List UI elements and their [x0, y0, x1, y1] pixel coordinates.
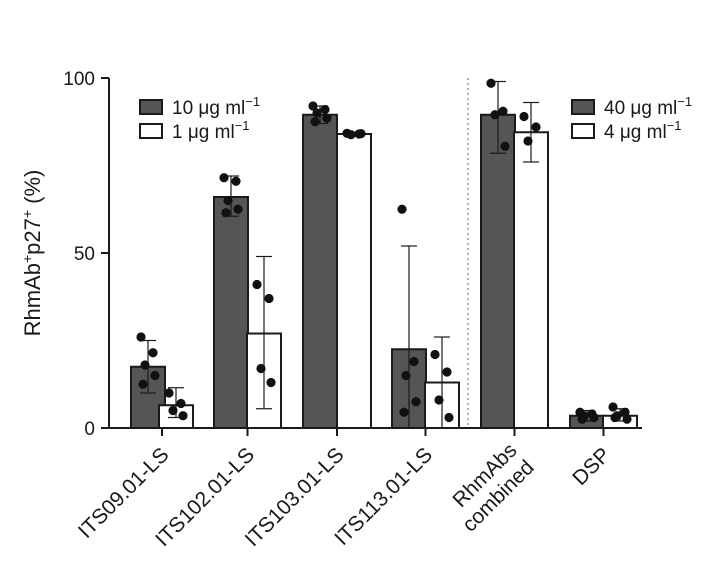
y-label-part: RhmAb: [20, 263, 45, 336]
y-tick-label: 100: [63, 69, 95, 90]
bar: [302, 113, 338, 429]
data-point: [620, 407, 630, 417]
data-point: [589, 412, 599, 423]
y-axis: 0 50 100: [63, 69, 110, 440]
data-point: [223, 195, 233, 206]
legend-label: 1 μg ml−1: [172, 118, 250, 143]
legend-swatch: [139, 99, 163, 115]
x-tick-label: DSP: [568, 443, 615, 490]
x-tick-label: RhmAbscombined: [441, 439, 539, 537]
bar: [513, 131, 549, 429]
legend-label-text: 1 μg ml: [172, 122, 235, 143]
data-point: [486, 78, 496, 88]
legend-label-text: 4 μg ml: [604, 122, 667, 143]
data-point: [308, 101, 318, 111]
data-point: [610, 412, 620, 423]
data-point: [399, 407, 409, 417]
data-point: [322, 113, 332, 123]
data-point: [148, 348, 158, 358]
data-point: [622, 414, 632, 424]
data-point: [256, 363, 266, 374]
y-label-part: (%): [20, 170, 45, 210]
data-point: [444, 412, 454, 423]
data-point: [150, 370, 160, 381]
data-point: [356, 129, 366, 139]
data-point: [519, 111, 529, 122]
x-axis: ITS09.01-LSITS102.01-LSITS103.01-LSITS11…: [74, 427, 642, 551]
bars-layer: [130, 78, 638, 429]
data-point: [608, 402, 618, 412]
bar: [480, 113, 516, 429]
data-point: [490, 110, 500, 120]
data-point: [312, 108, 322, 118]
data-point: [176, 398, 186, 409]
data-point: [523, 136, 533, 146]
legend-label: 4 μg ml−1: [604, 118, 682, 143]
data-point: [401, 370, 411, 381]
data-point: [266, 377, 276, 388]
data-point: [233, 204, 243, 214]
legend-swatch: [139, 123, 163, 139]
y-axis-label: RhmAb+p27+ (%): [19, 170, 45, 337]
data-point: [221, 208, 231, 218]
data-point: [498, 106, 508, 116]
y-tick-label: 0: [84, 419, 95, 440]
legend-label-superscript: −1: [235, 118, 250, 133]
data-point: [264, 293, 274, 304]
data-point: [434, 395, 444, 405]
data-point: [430, 349, 440, 360]
data-point: [310, 117, 320, 127]
data-point: [442, 367, 452, 377]
data-point: [178, 411, 188, 421]
legend-label: 10 μg ml−1: [172, 94, 260, 119]
data-point: [136, 332, 146, 342]
data-point: [577, 414, 587, 424]
data-point: [531, 122, 541, 132]
legend-swatch: [571, 123, 595, 139]
data-point: [320, 104, 330, 115]
data-point: [397, 204, 407, 214]
data-point: [231, 176, 241, 186]
y-tick-label: 50: [74, 244, 95, 265]
legend-label-text: 40 μg ml: [604, 98, 677, 119]
x-tick-label-line: DSP: [568, 443, 615, 490]
y-label-superscript: +: [19, 255, 35, 263]
data-point: [252, 279, 262, 290]
legend-label-superscript: −1: [677, 94, 692, 109]
bar: [336, 133, 372, 429]
data-point: [168, 405, 178, 416]
legend-label: 40 μg ml−1: [604, 94, 692, 119]
legends-layer: 10 μg ml−11 μg ml−140 μg ml−14 μg ml−1: [139, 94, 692, 143]
data-point: [140, 360, 150, 370]
bar: [213, 196, 249, 429]
legend-label-text: 10 μg ml: [172, 98, 245, 119]
y-label-superscript: +: [19, 210, 35, 218]
data-point: [409, 356, 419, 367]
data-point: [500, 141, 510, 151]
data-point: [138, 379, 148, 389]
legend-swatch: [571, 99, 595, 115]
data-point: [219, 173, 229, 183]
legend-label-superscript: −1: [667, 118, 682, 133]
data-point: [411, 397, 421, 407]
data-point: [164, 388, 174, 398]
data-point: [346, 130, 356, 140]
y-label-part: p27: [20, 218, 45, 255]
legend-label-superscript: −1: [245, 94, 260, 109]
